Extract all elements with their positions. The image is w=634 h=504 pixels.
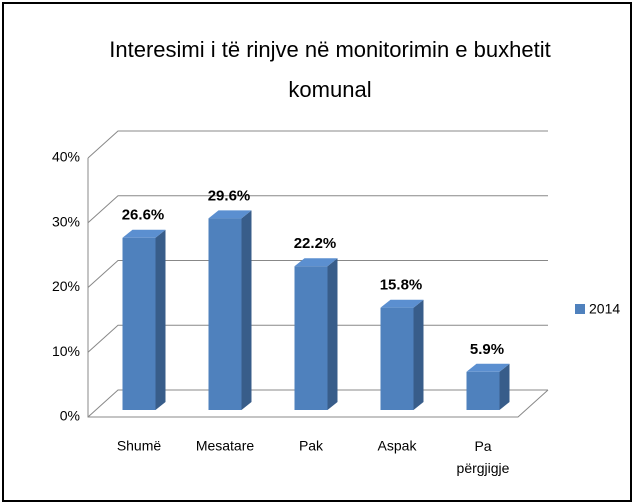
x-tick-label: Shumë (117, 438, 162, 454)
bar-top (380, 299, 424, 308)
y-tick-label: 10% (52, 343, 80, 359)
y-tick-label: 20% (52, 278, 80, 294)
bar-side (155, 229, 166, 410)
legend-swatch (575, 304, 585, 314)
data-label: 26.6% (122, 207, 165, 224)
y-tick-label: 0% (60, 408, 80, 424)
data-label: 15.8% (380, 277, 423, 294)
data-label: 22.2% (294, 235, 337, 252)
x-tick-label: Mesatare (196, 438, 255, 454)
bar-top (294, 258, 338, 267)
bar (294, 266, 328, 410)
bar-side (241, 210, 252, 410)
bar (380, 307, 414, 410)
bar-side (327, 258, 338, 410)
grid-line (87, 195, 548, 224)
data-label: 5.9% (470, 341, 504, 358)
bar-side (499, 363, 510, 410)
x-tick-label: Aspak (378, 438, 418, 454)
bar-top (208, 210, 252, 219)
legend-label: 2014 (589, 301, 620, 317)
x-tick-label: Pak (299, 438, 324, 454)
bar (466, 371, 500, 410)
grid-line (87, 260, 548, 288)
bar-top (122, 229, 166, 238)
chart-title: Interesimi i të rinjve në monitorimin e … (109, 37, 551, 102)
y-tick-label: 40% (52, 149, 80, 165)
bar-side (413, 299, 424, 410)
grid-line (87, 130, 548, 159)
bar (122, 237, 156, 410)
data-label: 29.6% (208, 187, 251, 204)
bar (208, 218, 242, 410)
bar-top (466, 363, 510, 372)
x-tick-label: Pa përgjigje (457, 438, 510, 476)
y-tick-label: 30% (52, 213, 80, 229)
